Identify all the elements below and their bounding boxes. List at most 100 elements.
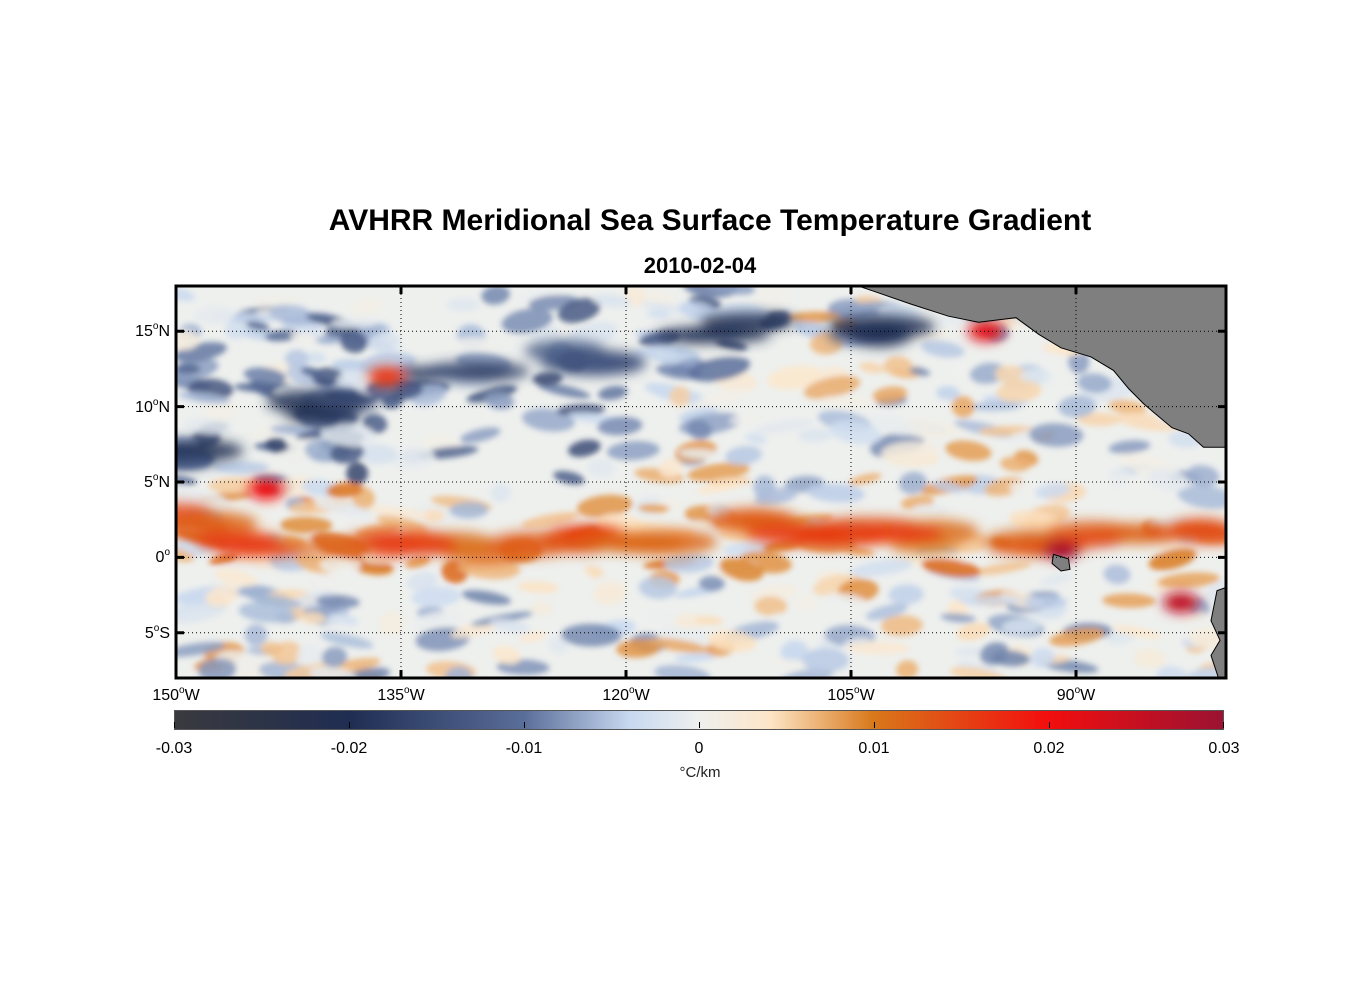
field-cell [576,494,633,518]
field-cell [920,340,965,358]
tick-number: 10 [135,398,153,416]
field-cell [378,611,404,635]
field-cell [909,367,931,377]
lat-label: 10oN [110,397,170,417]
field-cell [321,647,348,668]
field-cell [1028,423,1084,447]
field-cell [229,586,272,596]
field-cell [568,439,601,457]
field-cell [1049,628,1105,647]
colorbar-tick-label: -0.02 [330,740,368,757]
equatorial-warm-front-segment [608,529,718,555]
colorbar-unit-label: °C/km [679,764,721,781]
warm-patch-d [1043,539,1079,560]
field-cell [300,367,324,378]
field-cell [848,473,882,485]
field-cell [481,286,510,305]
field-cell [645,610,679,623]
field-cell [176,601,227,623]
degree-symbol: o [152,396,159,408]
field-cell [695,616,724,626]
field-cell [888,584,924,605]
field-cell [632,346,678,360]
colorbar-tick [874,722,875,728]
field-cell [490,483,511,502]
lon-label: 150oW [131,685,221,705]
field-cell [449,501,489,519]
field-cell [368,331,401,354]
field-cell [330,317,379,328]
colorbar-tick [174,722,175,728]
field-cell [1077,373,1112,393]
field-cell [1108,399,1147,415]
field-cell [376,515,428,533]
field-cell [184,418,233,435]
field-cell [669,386,691,407]
lon-label: 90oW [1031,685,1121,705]
field-cell [243,367,287,385]
field-cell [296,644,325,667]
northern-negative-belt-segment [176,454,216,469]
field-cell [719,557,764,582]
field-cell [1000,456,1031,472]
northern-negative-belt-segment [827,314,936,339]
field-cell [687,419,712,440]
field-cell [679,301,719,322]
hemisphere-letter: S [159,624,170,642]
field-cell [314,500,373,518]
field-cell [994,365,1029,386]
field-cell [300,612,326,624]
warm-patch-a [248,479,284,500]
field-cell [1186,465,1220,487]
degree-symbol: o [164,547,170,559]
field-cell [969,362,1007,384]
lon-label: 105oW [806,685,896,705]
colorbar-tick [524,722,525,728]
lat-label: 15oN [110,321,170,341]
field-cell [320,422,376,447]
field-cell [707,630,757,652]
lon-label: 135oW [356,685,446,705]
field-cell [411,586,461,607]
equatorial-warm-front-segment [746,524,857,546]
field-cell [557,298,601,324]
field-cell [521,511,580,528]
tick-number: 150 [152,687,180,704]
field-cell [900,418,955,440]
field-cell [329,442,365,464]
field-cell [260,641,282,656]
northern-negative-belt-segment [315,395,380,413]
northern-negative-belt-segment [420,361,531,382]
field-cell [213,461,269,474]
field-cell [460,427,501,443]
chart-title: AVHRR Meridional Sea Surface Temperature… [328,204,1092,237]
colorbar-tick [349,722,350,728]
field-cell [340,329,368,354]
degree-symbol: o [152,321,159,333]
field-cell [176,642,226,657]
field-cell [552,568,590,587]
equatorial-warm-front-segment [1169,518,1226,538]
field-cell [421,509,445,522]
field-cell [358,444,398,464]
field-cell [971,562,1032,576]
hemisphere-letter: W [184,687,200,704]
field-cell [319,554,361,574]
northern-negative-belt-segment [655,326,744,344]
degree-symbol: o [1074,685,1081,696]
field-cell [755,286,790,308]
field-cell [638,576,678,599]
field-cell [176,363,201,374]
colorbar-tick-label: 0.01 [858,740,890,757]
field-cell [674,652,716,663]
field-cell [234,382,279,393]
field-cell [176,475,197,485]
warm-patch-e [368,366,404,387]
tick-number: 5 [144,624,154,642]
field-cell [990,650,1031,667]
degree-symbol: o [854,685,860,696]
field-cell [883,355,914,377]
field-cell [956,622,991,641]
field-cell [865,603,908,621]
field-cell [936,386,960,401]
